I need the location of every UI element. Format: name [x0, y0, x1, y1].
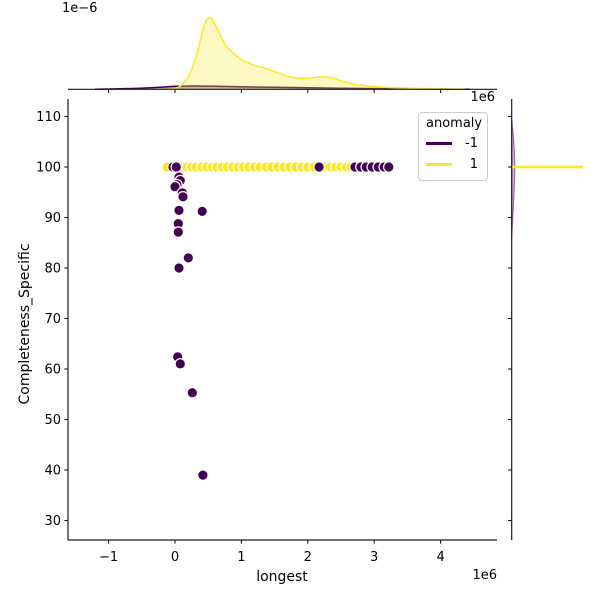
- right-kde-smear-neg1: [511, 117, 516, 239]
- y-tick-label: 90: [44, 211, 61, 226]
- scatter-point-neg1: [173, 262, 185, 274]
- x-axis-label: longest: [256, 569, 308, 585]
- scatter-point-neg1: [170, 161, 183, 173]
- scatter-point-neg1: [197, 469, 209, 481]
- scatter-point-neg1: [172, 226, 185, 238]
- scatter-point-neg1: [169, 180, 181, 193]
- y-tick-label: 80: [44, 262, 61, 277]
- y-tick-label: 70: [44, 312, 61, 327]
- top-marginal-density-offset-label: 1e−6: [62, 1, 98, 16]
- x-tick-label: 4: [436, 550, 444, 565]
- top-marginal-x-offset-label: 1e6: [470, 90, 495, 105]
- scatter-point-neg1: [313, 161, 325, 173]
- legend-entry-neg1: -1: [426, 133, 480, 154]
- scatter-point-neg1: [174, 358, 187, 370]
- x-tick-label: 2: [304, 550, 312, 565]
- y-tick-label: 60: [44, 363, 61, 378]
- x-tick-label: 3: [370, 550, 378, 565]
- top-kde-line-1: [167, 16, 466, 91]
- scatter-point-neg1: [182, 252, 195, 264]
- x-tick-label: 1: [237, 550, 245, 565]
- legend-entry-1: 1: [426, 154, 480, 175]
- y-axis-label: Completeness_Specific: [17, 243, 33, 405]
- y-tick-label: 40: [44, 464, 61, 479]
- scatter-point-neg1: [196, 205, 208, 218]
- scatter-point-neg1: [186, 386, 199, 399]
- legend-line-swatch-1: [426, 163, 452, 166]
- scatter-point-neg1: [173, 204, 185, 217]
- legend-entry-label: -1: [465, 136, 478, 151]
- x-axis-offset-label: 1e6: [472, 568, 497, 583]
- y-tick-label: 50: [44, 413, 61, 428]
- x-tick-label: 0: [171, 550, 179, 565]
- y-tick-label: 110: [36, 110, 61, 125]
- y-tick-label: 100: [36, 161, 61, 176]
- scatter-point-neg1: [382, 161, 395, 173]
- legend-entry-label: 1: [469, 157, 478, 172]
- legend: anomaly -1 1: [418, 112, 488, 181]
- legend-title: anomaly: [426, 116, 483, 131]
- top-kde-fill-1: [168, 17, 465, 90]
- x-tick-label: −1: [99, 550, 118, 565]
- scatter-point-neg1: [177, 191, 189, 203]
- y-tick-label: 30: [44, 514, 61, 529]
- legend-line-swatch-neg1: [426, 142, 452, 145]
